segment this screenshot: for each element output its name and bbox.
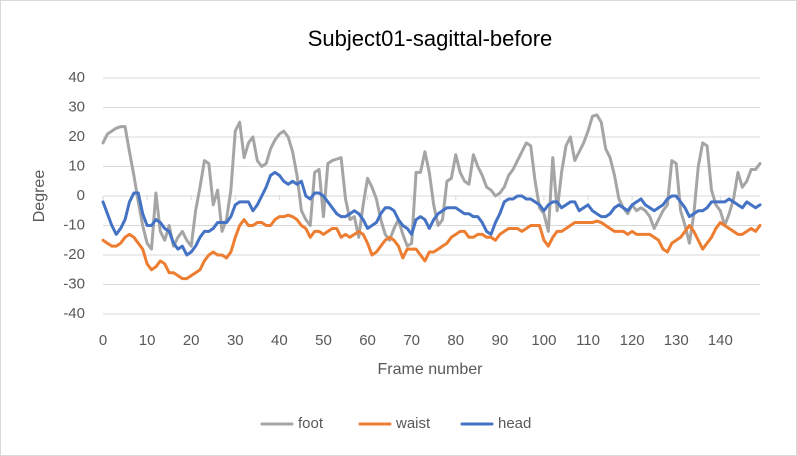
y-tick-label: -10	[63, 216, 85, 233]
x-tick-label: 80	[447, 332, 464, 349]
y-tick-label: -20	[63, 246, 85, 263]
legend-label: foot	[298, 415, 324, 432]
legend-label: waist	[395, 415, 431, 432]
x-tick-label: 20	[183, 332, 200, 349]
y-tick-label: 20	[68, 128, 85, 145]
line-series	[101, 213, 762, 281]
y-tick-label: 30	[68, 98, 85, 115]
x-tick-label: 30	[227, 332, 244, 349]
x-axis-title: Frame number	[378, 361, 484, 378]
x-tick-label: 10	[139, 332, 156, 349]
legend-label: head	[498, 415, 531, 432]
x-tick-label: 0	[99, 332, 107, 349]
y-tick-label: 10	[68, 157, 85, 174]
y-tick-label: -30	[63, 275, 85, 292]
x-tick-label: 60	[359, 332, 376, 349]
x-tick-label: 100	[531, 332, 556, 349]
line-series	[101, 170, 762, 257]
y-tick-label: 0	[77, 187, 85, 204]
chart-title: Subject01-sagittal-before	[308, 26, 553, 51]
y-axis-title: Degree	[31, 170, 48, 223]
line-series	[101, 113, 762, 251]
x-tick-label: 120	[620, 332, 645, 349]
x-tick-label: 140	[708, 332, 733, 349]
y-tick-label: -40	[63, 305, 85, 322]
x-tick-label: 90	[492, 332, 509, 349]
x-tick-label: 40	[271, 332, 288, 349]
x-tick-label: 110	[576, 332, 600, 349]
x-tick-label: 130	[664, 332, 689, 349]
y-tick-label: 40	[68, 69, 85, 86]
x-tick-label: 50	[315, 332, 332, 349]
x-tick-label: 70	[403, 332, 420, 349]
